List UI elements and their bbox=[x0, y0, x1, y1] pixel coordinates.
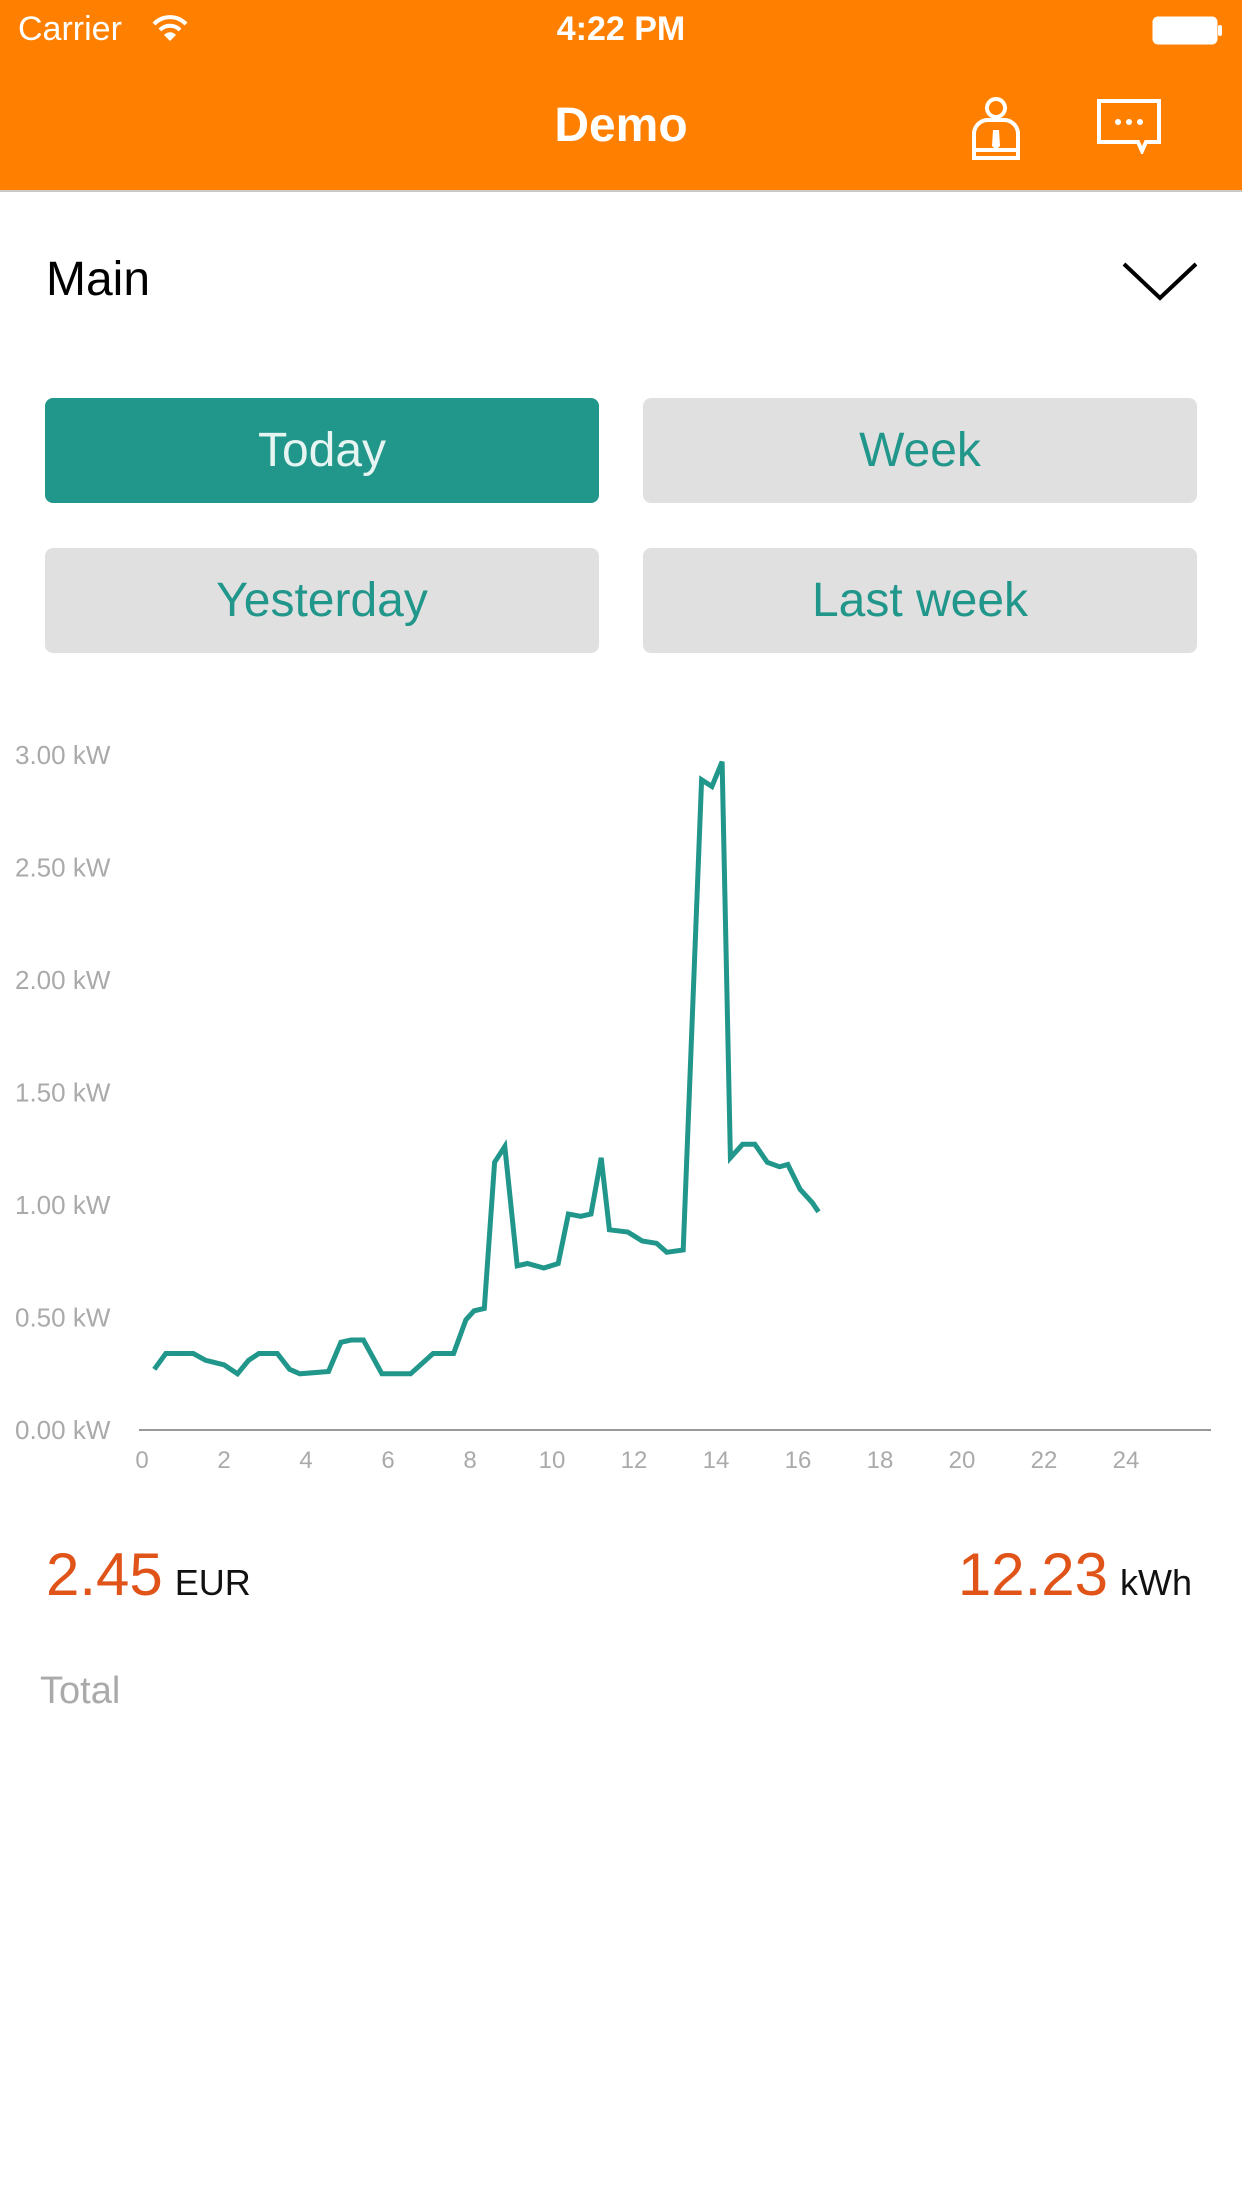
last-week-button[interactable]: Last week bbox=[643, 548, 1197, 653]
y-tick-label: 2.50 kW bbox=[15, 853, 111, 883]
x-tick-label: 2 bbox=[217, 1447, 230, 1474]
x-tick-label: 22 bbox=[1031, 1447, 1058, 1474]
x-tick-label: 14 bbox=[703, 1447, 730, 1474]
week-button[interactable]: Week bbox=[643, 398, 1197, 503]
nav-bar: Carrier 4:22 PM Demo bbox=[0, 0, 1242, 192]
user-icon[interactable] bbox=[970, 96, 1022, 160]
chat-icon[interactable] bbox=[1096, 98, 1162, 154]
y-tick-label: 1.50 kW bbox=[15, 1078, 111, 1108]
x-tick-label: 10 bbox=[539, 1447, 566, 1474]
y-tick-label: 0.50 kW bbox=[15, 1303, 111, 1333]
x-tick-label: 24 bbox=[1113, 1447, 1140, 1474]
x-tick-label: 18 bbox=[867, 1447, 894, 1474]
x-tick-label: 0 bbox=[135, 1447, 148, 1474]
x-tick-label: 6 bbox=[381, 1447, 394, 1474]
y-tick-label: 3.00 kW bbox=[15, 740, 111, 770]
power-series-line bbox=[152, 760, 821, 1378]
x-tick-label: 8 bbox=[463, 1447, 476, 1474]
chevron-down-icon[interactable] bbox=[1120, 258, 1200, 304]
y-tick-label: 2.00 kW bbox=[15, 965, 111, 995]
x-tick-label: 16 bbox=[785, 1447, 812, 1474]
carrier-label: Carrier bbox=[18, 10, 122, 48]
cost-unit: EUR bbox=[174, 1562, 251, 1603]
page-title: Demo bbox=[554, 99, 688, 152]
wifi-icon bbox=[152, 15, 188, 41]
today-button[interactable]: Today bbox=[45, 398, 599, 503]
power-chart: 0.00 kW 0.50 kW 1.00 kW 1.50 kW 2.00 kW 2.50 … bbox=[15, 740, 1211, 1474]
y-tick-label: 0.00 kW bbox=[15, 1415, 111, 1445]
x-tick-label: 12 bbox=[621, 1447, 648, 1474]
energy-unit: kWh bbox=[1120, 1562, 1192, 1603]
y-tick-label: 1.00 kW bbox=[15, 1190, 111, 1220]
clock: 4:22 PM bbox=[556, 10, 686, 48]
total-label: Total bbox=[40, 1670, 121, 1712]
meter-select[interactable]: Main bbox=[46, 253, 151, 306]
x-tick-label: 4 bbox=[299, 1447, 312, 1474]
cost-summary: 2.45 EUR bbox=[46, 1540, 251, 1609]
energy-summary: 12.23 kWh bbox=[958, 1540, 1192, 1609]
battery-icon bbox=[1152, 16, 1222, 45]
cost-value: 2.45 bbox=[46, 1541, 163, 1608]
x-tick-label: 20 bbox=[949, 1447, 976, 1474]
energy-value: 12.23 bbox=[957, 1541, 1108, 1608]
yesterday-button[interactable]: Yesterday bbox=[45, 548, 599, 653]
